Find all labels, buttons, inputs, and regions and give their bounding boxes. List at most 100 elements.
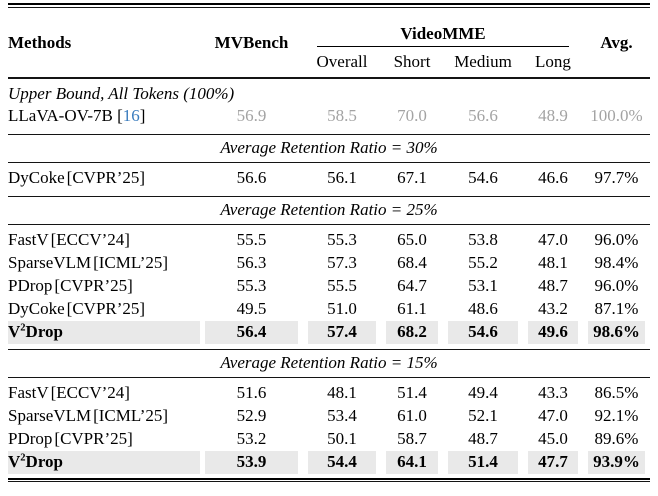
mvbench-value: 53.9	[200, 450, 303, 474]
medium-value: 55.2	[468, 253, 498, 272]
long-value: 49.6	[523, 320, 583, 344]
table-header: Methods MVBench VideoMME Avg. Overall Sh…	[8, 9, 650, 79]
method-label: V2Drop	[8, 322, 64, 341]
avg-value: 100.0%	[590, 106, 643, 125]
medium-value: 54.6	[443, 320, 523, 344]
venue-tag: [ICML’25]	[93, 253, 169, 272]
row-sparsevlm-25: SparseVLM [ICML’25] 56.3 57.3 68.4 55.2 4…	[8, 252, 650, 275]
citation-bracket-open: [	[117, 106, 123, 125]
section-banner-ratio-30: Average Retention Ratio = 30%	[8, 133, 650, 163]
medium-value: 54.6	[468, 168, 498, 187]
short-value: 64.1	[381, 450, 443, 474]
overall-value: 57.3	[327, 253, 357, 272]
avg-value: 96.0%	[594, 230, 639, 249]
citation-bracket-close: ]	[139, 106, 146, 125]
overall-value: 53.4	[327, 406, 357, 425]
long-value: 48.1	[538, 253, 568, 272]
mvbench-value: 56.4	[200, 320, 303, 344]
subcol-header-short: Short	[393, 51, 431, 71]
row-fastv-25: FastV [ECCV’24] 55.5 55.3 65.0 53.8 47.0 …	[8, 229, 650, 252]
long-value: 43.2	[538, 299, 568, 318]
medium-value: 56.6	[468, 106, 498, 125]
method-label: LLaVA-OV-7B	[8, 106, 113, 125]
method-label: FastV	[8, 230, 49, 249]
row-v2drop-15: V2Drop 53.9 54.4 64.1 51.4 47.7 93.9%	[8, 450, 650, 474]
overall-value: 50.1	[327, 429, 357, 448]
row-dycoke-25: DyCoke [CVPR’25] 49.5 51.0 61.1 48.6 43.2…	[8, 298, 650, 321]
upper-bound-title: Upper Bound, All Tokens (100%)	[8, 83, 235, 103]
mvbench-value: 55.3	[236, 276, 267, 295]
method-name: V2Drop	[8, 320, 200, 344]
method-label: SparseVLM	[8, 253, 92, 272]
avg-value: 86.5%	[594, 383, 639, 402]
avg-value: 96.0%	[594, 276, 639, 295]
method-name: DyCoke [CVPR’25]	[8, 167, 200, 190]
row-sparsevlm-15: SparseVLM [ICML’25] 52.9 53.4 61.0 52.1 4…	[8, 405, 650, 428]
method-name: PDrop [CVPR’25]	[8, 275, 200, 298]
col-header-mvbench: MVBench	[214, 32, 289, 52]
short-value: 61.1	[397, 299, 427, 318]
medium-value: 49.4	[468, 383, 498, 402]
overall-value: 55.3	[327, 230, 357, 249]
method-label: DyCoke	[8, 168, 65, 187]
method-superscript: 2	[20, 452, 26, 464]
method-name: SparseVLM [ICML’25]	[8, 252, 200, 275]
short-value: 61.0	[397, 406, 427, 425]
short-value: 51.4	[397, 383, 427, 402]
overall-value: 55.5	[327, 276, 357, 295]
row-dycoke-30: DyCoke [CVPR’25] 56.6 56.1 67.1 54.6 46.6…	[8, 167, 650, 190]
long-value: 46.6	[538, 168, 568, 187]
avg-value: 98.4%	[594, 253, 639, 272]
row-llava-ov-7b: LLaVA-OV-7B [16] 56.9 58.5 70.0 56.6 48.…	[8, 105, 650, 128]
section-upper-bound: Upper Bound, All Tokens (100%) LLaVA-OV-…	[8, 79, 650, 134]
medium-value: 48.6	[468, 299, 498, 318]
method-label: FastV	[8, 383, 49, 402]
subcol-header-long: Long	[535, 51, 571, 71]
method-name: LLaVA-OV-7B [16]	[8, 105, 200, 128]
section-ratio-25: FastV [ECCV’24] 55.5 55.3 65.0 53.8 47.0 …	[8, 225, 650, 349]
overall-value: 48.1	[327, 383, 357, 402]
method-name: SparseVLM [ICML’25]	[8, 405, 200, 428]
mvbench-value: 56.9	[236, 106, 267, 125]
short-value: 58.7	[397, 429, 427, 448]
venue-tag: [ECCV’24]	[50, 230, 130, 249]
row-pdrop-25: PDrop [CVPR’25] 55.3 55.5 64.7 53.1 48.7 …	[8, 275, 650, 298]
avg-value: 87.1%	[594, 299, 639, 318]
method-name: FastV [ECCV’24]	[8, 229, 200, 252]
method-superscript: 2	[20, 322, 26, 334]
section-ratio-15: FastV [ECCV’24] 51.6 48.1 51.4 49.4 43.3 …	[8, 378, 650, 478]
medium-value: 53.8	[468, 230, 498, 249]
avg-value: 97.7%	[594, 168, 639, 187]
method-name: FastV [ECCV’24]	[8, 382, 200, 405]
long-value: 47.0	[538, 406, 568, 425]
mvbench-value: 53.2	[236, 429, 267, 448]
citation-16-link[interactable]: 16	[122, 106, 140, 125]
short-value: 70.0	[397, 106, 427, 125]
short-value: 68.2	[381, 320, 443, 344]
top-rule	[8, 3, 650, 8]
mvbench-value: 56.3	[236, 253, 267, 272]
section-ratio-30: DyCoke [CVPR’25] 56.6 56.1 67.1 54.6 46.6…	[8, 163, 650, 196]
method-label: DyCoke	[8, 299, 65, 318]
overall-value: 56.1	[327, 168, 357, 187]
row-pdrop-15: PDrop [CVPR’25] 53.2 50.1 58.7 48.7 45.0 …	[8, 428, 650, 451]
section-banner-ratio-25: Average Retention Ratio = 25%	[8, 195, 650, 225]
overall-value: 54.4	[303, 450, 381, 474]
subcol-header-overall: Overall	[316, 51, 368, 71]
avg-value: 98.6%	[583, 320, 650, 344]
short-value: 67.1	[397, 168, 427, 187]
venue-tag: [CVPR’25]	[66, 299, 146, 318]
mvbench-value: 49.5	[236, 299, 267, 318]
long-value: 43.3	[538, 383, 568, 402]
mvbench-value: 55.5	[236, 230, 267, 249]
row-fastv-15: FastV [ECCV’24] 51.6 48.1 51.4 49.4 43.3 …	[8, 382, 650, 405]
venue-tag: [ECCV’24]	[50, 383, 130, 402]
venue-tag: [CVPR’25]	[54, 429, 133, 448]
row-v2drop-25: V2Drop 56.4 57.4 68.2 54.6 49.6 98.6%	[8, 320, 650, 344]
venue-tag: [CVPR’25]	[54, 276, 133, 295]
method-label: SparseVLM	[8, 406, 92, 425]
venue-tag: [CVPR’25]	[66, 168, 146, 187]
method-label: PDrop	[8, 276, 53, 295]
subcol-header-medium: Medium	[454, 51, 512, 71]
